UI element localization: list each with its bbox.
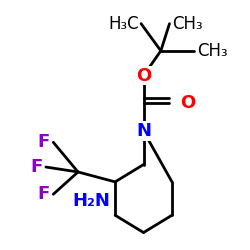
Text: H₂N: H₂N bbox=[72, 192, 110, 210]
Text: O: O bbox=[180, 94, 195, 112]
Text: N: N bbox=[136, 122, 151, 140]
Text: H₃C: H₃C bbox=[108, 15, 138, 33]
Text: CH₃: CH₃ bbox=[197, 42, 227, 60]
Text: F: F bbox=[37, 133, 50, 151]
Text: O: O bbox=[136, 66, 151, 84]
Text: F: F bbox=[30, 158, 42, 176]
Text: CH₃: CH₃ bbox=[172, 15, 203, 33]
Text: F: F bbox=[37, 185, 50, 203]
